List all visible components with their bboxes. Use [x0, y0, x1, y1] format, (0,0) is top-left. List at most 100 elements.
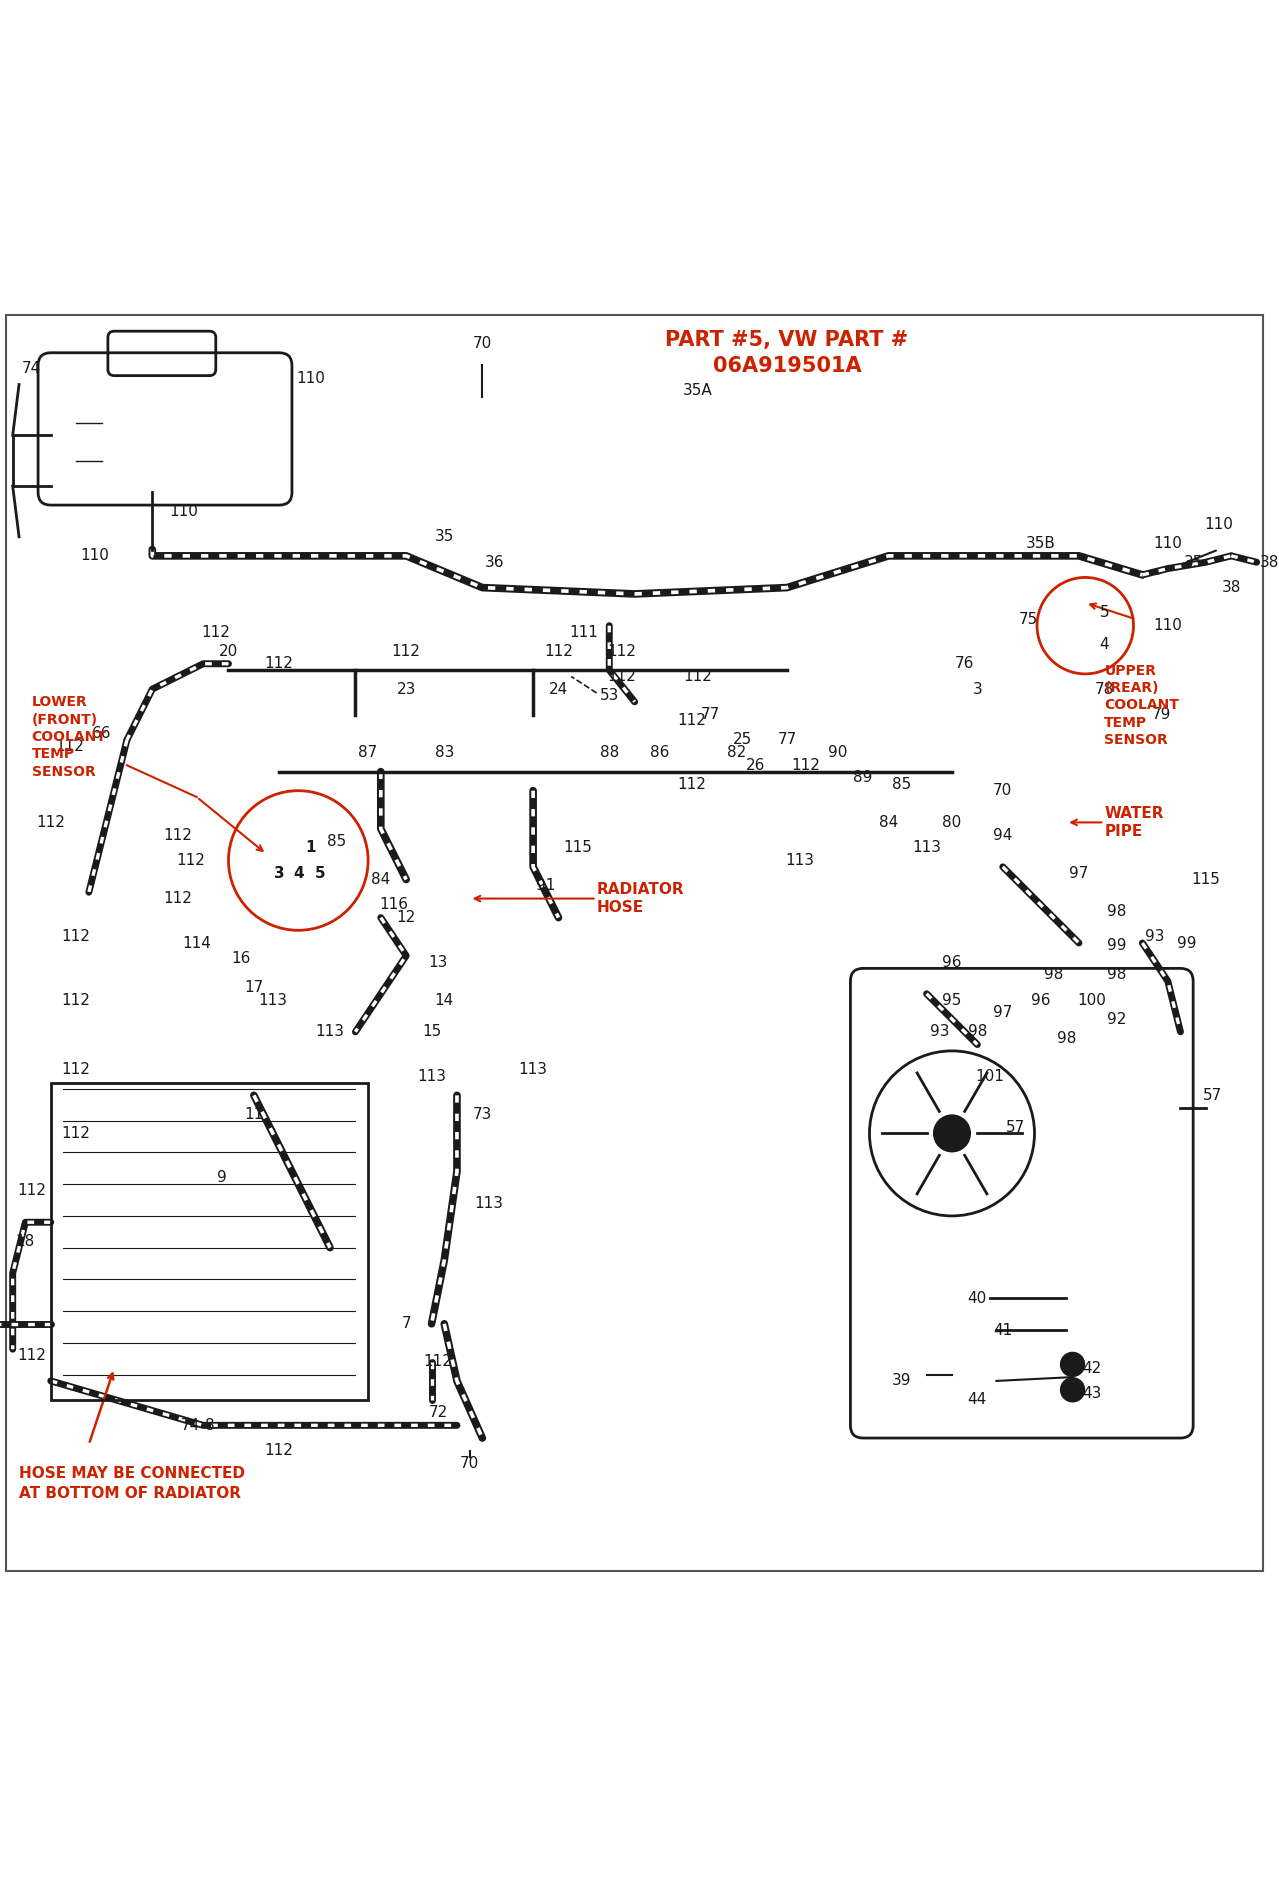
Text: 38: 38	[1260, 554, 1279, 570]
Text: 42: 42	[1082, 1360, 1101, 1375]
Text: 57: 57	[1005, 1120, 1024, 1135]
Text: 87: 87	[358, 745, 377, 760]
Text: 96: 96	[943, 954, 962, 969]
Text: 111: 111	[569, 624, 599, 639]
Bar	[51, 1083, 368, 1399]
Text: 112: 112	[544, 643, 573, 658]
Text: 101: 101	[976, 1069, 1004, 1084]
Text: 35A: 35A	[683, 383, 712, 398]
Text: 112: 112	[61, 992, 91, 1007]
Circle shape	[1060, 1377, 1086, 1403]
Text: 75: 75	[1018, 611, 1037, 626]
Text: 77: 77	[778, 732, 797, 747]
Text: 93: 93	[1145, 930, 1165, 945]
Text: 43: 43	[1082, 1386, 1101, 1401]
Text: 93: 93	[930, 1024, 949, 1039]
Text: 114: 114	[183, 935, 211, 951]
Text: 112: 112	[265, 1443, 294, 1458]
Text: 95: 95	[943, 992, 962, 1007]
Text: 85: 85	[891, 777, 911, 792]
Text: 13: 13	[428, 954, 448, 969]
Text: 11: 11	[244, 1107, 263, 1122]
Circle shape	[1060, 1352, 1086, 1377]
Text: 80: 80	[943, 815, 962, 830]
Text: 112: 112	[423, 1354, 453, 1369]
Text: 112: 112	[201, 624, 230, 639]
Text: 112: 112	[792, 758, 820, 773]
Text: 113: 113	[785, 852, 815, 868]
Text: 115: 115	[563, 841, 592, 856]
Text: LOWER
(FRONT)
COOLANT
TEMP
SENSOR: LOWER (FRONT) COOLANT TEMP SENSOR	[32, 696, 106, 779]
Text: 97: 97	[1069, 866, 1088, 881]
Text: 85: 85	[326, 834, 347, 849]
Text: 113: 113	[417, 1069, 446, 1084]
Text: 4: 4	[1100, 637, 1109, 653]
Text: 110: 110	[1154, 536, 1182, 551]
Text: 3: 3	[972, 681, 982, 696]
Text: 7: 7	[402, 1316, 411, 1332]
Text: 35: 35	[435, 530, 454, 545]
Text: 115: 115	[1192, 871, 1220, 886]
Text: 110: 110	[1154, 619, 1182, 634]
Text: 110: 110	[1204, 517, 1233, 532]
Text: 113: 113	[475, 1196, 503, 1211]
Text: 110: 110	[170, 504, 198, 519]
Text: 98: 98	[1108, 903, 1127, 918]
Text: 14: 14	[435, 992, 454, 1007]
Text: 99: 99	[1177, 935, 1197, 951]
Circle shape	[932, 1115, 971, 1152]
Text: 84: 84	[371, 871, 390, 886]
Text: UPPER
(REAR)
COOLANT
TEMP
SENSOR: UPPER (REAR) COOLANT TEMP SENSOR	[1104, 664, 1179, 747]
Text: 96: 96	[1031, 992, 1050, 1007]
Text: 116: 116	[379, 898, 408, 913]
Text: 12: 12	[396, 911, 416, 926]
Text: 16: 16	[231, 951, 251, 966]
Text: 57: 57	[1202, 1088, 1221, 1103]
Text: 74: 74	[180, 1418, 200, 1433]
Text: 92: 92	[1108, 1011, 1127, 1026]
Text: 17: 17	[244, 981, 263, 996]
Text: 112: 112	[265, 656, 294, 671]
Text: RADIATOR
HOSE: RADIATOR HOSE	[596, 883, 684, 915]
Text: PART #5, VW PART #
06A919501A: PART #5, VW PART # 06A919501A	[665, 330, 908, 375]
Text: 74: 74	[22, 360, 41, 375]
Text: 3: 3	[274, 866, 284, 881]
Text: 77: 77	[701, 707, 720, 722]
Text: 112: 112	[164, 828, 192, 843]
Text: 83: 83	[435, 745, 454, 760]
Text: 70: 70	[473, 336, 492, 351]
Text: 26: 26	[746, 758, 765, 773]
Text: 112: 112	[608, 670, 637, 685]
Text: 35B: 35B	[1026, 536, 1055, 551]
Text: 94: 94	[993, 828, 1013, 843]
Text: 73: 73	[473, 1107, 492, 1122]
Text: 110: 110	[297, 372, 325, 385]
Text: 82: 82	[726, 745, 746, 760]
Text: 112: 112	[36, 815, 65, 830]
Text: 20: 20	[219, 643, 238, 658]
Text: 112: 112	[391, 643, 421, 658]
Text: 113: 113	[912, 841, 941, 856]
Text: 41: 41	[993, 1322, 1013, 1337]
Text: 36: 36	[485, 554, 505, 570]
Text: 18: 18	[15, 1233, 35, 1249]
Text: 112: 112	[678, 713, 706, 728]
Text: 38: 38	[1221, 581, 1241, 596]
Text: 112: 112	[684, 670, 712, 685]
Text: 78: 78	[1095, 681, 1114, 696]
Text: 88: 88	[600, 745, 619, 760]
Text: 15: 15	[422, 1024, 441, 1039]
Text: 5: 5	[1100, 605, 1109, 620]
Text: 86: 86	[650, 745, 670, 760]
Text: 98: 98	[968, 1024, 987, 1039]
Text: 25: 25	[733, 732, 752, 747]
Text: HOSE MAY BE CONNECTED
AT BOTTOM OF RADIATOR: HOSE MAY BE CONNECTED AT BOTTOM OF RADIA…	[19, 1465, 246, 1501]
Text: 112: 112	[18, 1183, 46, 1198]
Text: 4: 4	[293, 866, 303, 881]
Text: 89: 89	[853, 771, 872, 785]
Text: 112: 112	[61, 1126, 91, 1141]
Text: 8: 8	[205, 1418, 215, 1433]
Text: 9: 9	[217, 1171, 226, 1184]
Text: 112: 112	[61, 1062, 91, 1077]
Text: 112: 112	[678, 777, 706, 792]
